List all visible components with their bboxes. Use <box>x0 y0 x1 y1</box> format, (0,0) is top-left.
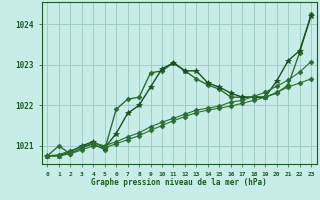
X-axis label: Graphe pression niveau de la mer (hPa): Graphe pression niveau de la mer (hPa) <box>91 178 267 187</box>
